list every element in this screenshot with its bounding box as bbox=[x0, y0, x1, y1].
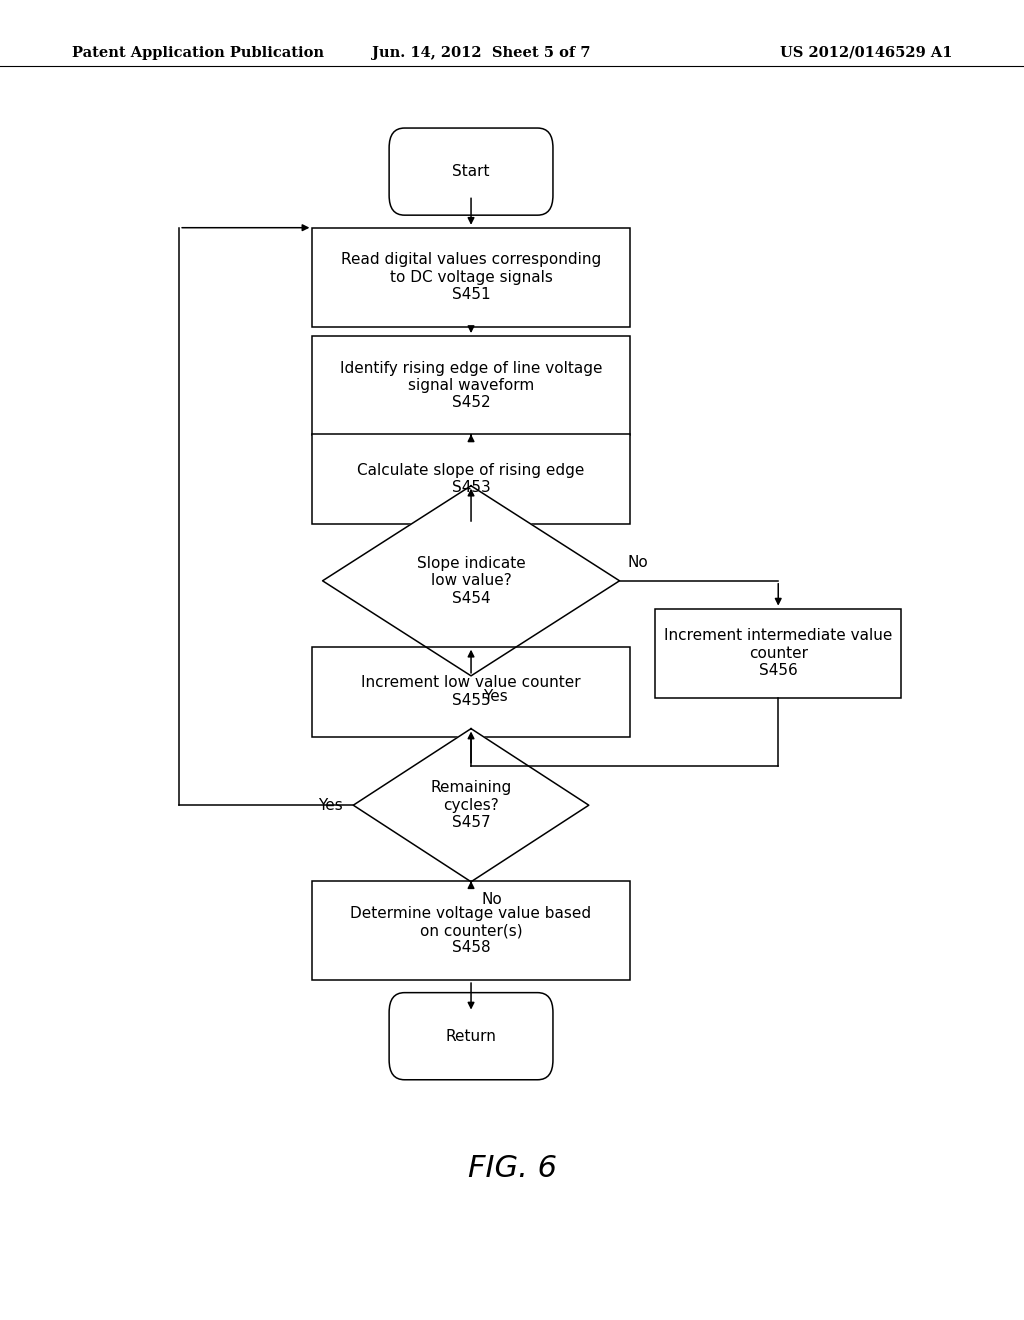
FancyBboxPatch shape bbox=[655, 609, 901, 698]
Text: US 2012/0146529 A1: US 2012/0146529 A1 bbox=[780, 46, 952, 59]
Text: Calculate slope of rising edge
S453: Calculate slope of rising edge S453 bbox=[357, 463, 585, 495]
Text: Start: Start bbox=[453, 164, 489, 180]
Text: Patent Application Publication: Patent Application Publication bbox=[72, 46, 324, 59]
FancyBboxPatch shape bbox=[312, 647, 630, 737]
Text: No: No bbox=[481, 892, 502, 907]
FancyBboxPatch shape bbox=[389, 128, 553, 215]
Text: Slope indicate
low value?
S454: Slope indicate low value? S454 bbox=[417, 556, 525, 606]
FancyBboxPatch shape bbox=[312, 227, 630, 326]
Text: Read digital values corresponding
to DC voltage signals
S451: Read digital values corresponding to DC … bbox=[341, 252, 601, 302]
FancyBboxPatch shape bbox=[312, 882, 630, 979]
Text: Increment intermediate value
counter
S456: Increment intermediate value counter S45… bbox=[664, 628, 893, 678]
Text: Yes: Yes bbox=[318, 797, 343, 813]
Text: Identify rising edge of line voltage
signal waveform
S452: Identify rising edge of line voltage sig… bbox=[340, 360, 602, 411]
FancyBboxPatch shape bbox=[312, 434, 630, 524]
Text: No: No bbox=[628, 556, 648, 570]
Text: Yes: Yes bbox=[483, 689, 508, 704]
Text: Remaining
cycles?
S457: Remaining cycles? S457 bbox=[430, 780, 512, 830]
Text: FIG. 6: FIG. 6 bbox=[468, 1154, 556, 1183]
Text: Return: Return bbox=[445, 1028, 497, 1044]
Text: Jun. 14, 2012  Sheet 5 of 7: Jun. 14, 2012 Sheet 5 of 7 bbox=[372, 46, 591, 59]
FancyBboxPatch shape bbox=[389, 993, 553, 1080]
FancyBboxPatch shape bbox=[312, 337, 630, 436]
Text: Determine voltage value based
on counter(s)
S458: Determine voltage value based on counter… bbox=[350, 906, 592, 956]
Polygon shape bbox=[323, 486, 620, 676]
Polygon shape bbox=[353, 729, 589, 882]
Text: Increment low value counter
S455: Increment low value counter S455 bbox=[361, 676, 581, 708]
